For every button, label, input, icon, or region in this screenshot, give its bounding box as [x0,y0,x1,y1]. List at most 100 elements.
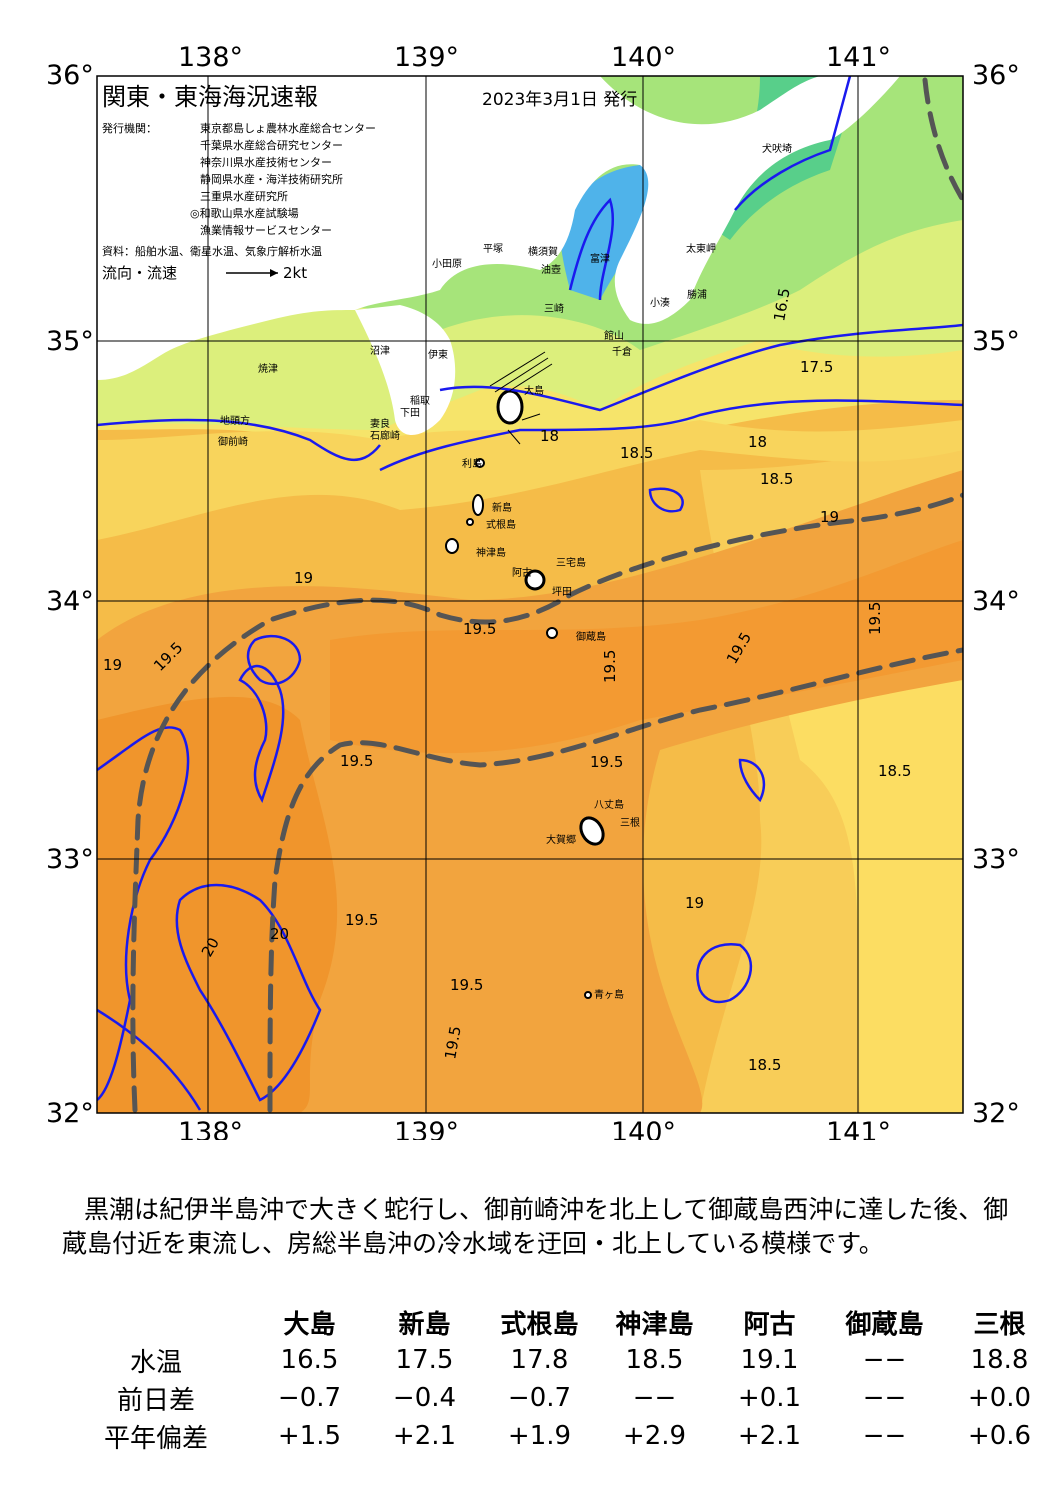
column-header: 御蔵島 [845,1309,924,1340]
place-label: 伊東 [428,348,448,361]
contour-20-loop [246,634,302,686]
island-miyakejima [524,569,546,591]
table-cell: +2.1 [737,1421,802,1451]
place-label: 御蔵島 [576,630,606,643]
island-temperature-table: 大島 新島 式根島 神津島 阿古 御蔵島 三根 水温 16.5 17.5 17.… [60,1303,1057,1455]
lon-label: 141° [826,42,891,73]
contour-label: 18.5 [748,1056,781,1074]
contour-label: 19.5 [463,620,496,638]
lat-label: 36° [972,60,1020,91]
table-cell: +1.9 [507,1421,572,1451]
place-label: 勝浦 [687,288,707,301]
lat-label: 36° [46,60,94,91]
place-label: 下田 [400,408,420,419]
place-label: 犬吠埼 [762,142,792,155]
contour-label: 19 [685,894,704,912]
band-16-bay [560,165,657,300]
contour-20-south [175,883,322,1102]
map-header: 関東・東海海況速報 2023年3月1日 発行 発行機関： 東京都島しょ農林水産総… [102,83,637,282]
row-label: 平年偏差 [103,1423,208,1454]
island-shikinejima [466,518,474,526]
place-label: 館山 [604,329,624,342]
kuroshio-axis-cold [922,77,963,203]
lon-label: 140° [611,42,676,73]
land-izu [355,305,456,435]
blue-contours [97,76,963,1111]
place-label: 新島 [492,501,512,514]
issuer-line: 千葉県水産総合研究センター [200,138,343,152]
contour-19-ne [648,487,684,513]
place-label: 油壺 [541,263,561,276]
band-18-east [770,590,963,1113]
contour-label: 20 [270,925,289,943]
flow-legend-label: 流向・流速 [102,264,177,282]
place-label: 石廊崎 [370,429,400,442]
lat-label: 33° [972,844,1020,875]
map-svg: 16.5 17.5 18 18 18.5 18.5 19 19 19 19 19… [46,42,1020,1148]
lon-label: 138° [178,42,243,73]
current-vectors [489,351,553,445]
contour-label: 16.5 [770,287,794,323]
table-cell: 19.1 [740,1345,799,1375]
lon-labels-top: 138° 139° 140° 141° [178,42,891,73]
table-cell: −− [862,1383,907,1413]
lat-label: 34° [972,586,1020,617]
contour-19-east [738,758,766,803]
land-north [97,76,900,380]
lon-labels-bottom: 138° 139° 140° 141° [178,1117,891,1148]
table-cell: +0.1 [737,1383,802,1413]
contour-label: 18 [540,427,559,445]
column-header: 神津島 [615,1309,694,1340]
column-header: 三根 [973,1309,1026,1340]
lat-labels-left: 36° 35° 34° 33° 32° [46,60,94,1129]
contour-19-south-east [696,942,752,1004]
place-label: 沼津 [370,344,390,357]
place-label: 大島 [524,384,544,397]
contour-label: 19.5 [340,752,373,770]
table-cell: +2.1 [392,1421,457,1451]
place-label: 焼津 [258,363,278,375]
place-label: 三宅島 [556,556,586,569]
place-label: 利島 [462,457,482,470]
contour-17-west [97,418,381,462]
place-label: 横須賀 [528,245,558,258]
place-label: 稲取 [410,395,430,407]
lat-labels-right: 36° 35° 34° 33° 32° [972,60,1020,1129]
place-label: 神津島 [476,546,506,559]
lon-label: 139° [394,1117,459,1140]
lat-label: 35° [46,326,94,357]
lat-label: 32° [46,1098,94,1129]
table-cell: −− [862,1345,907,1375]
kuroshio-axis [130,77,963,1113]
island-hachijojima [579,816,605,846]
contour-165-bay [568,197,615,301]
contour-label: 18.5 [620,444,653,462]
band-195-ribbon [330,540,963,754]
band-20-west [97,696,338,1113]
contour-label: 19.5 [601,650,619,683]
contour-20-west-b [238,664,285,803]
column-header: 大島 [283,1309,336,1340]
contour-label: 18 [748,433,767,451]
column-header: 新島 [398,1309,451,1340]
table-row: 水温 16.5 17.5 17.8 18.5 19.1 −− 18.8 [60,1341,1057,1379]
place-label: 八丈島 [594,798,624,811]
table-cell: +0.0 [967,1383,1032,1413]
row-label: 水温 [129,1347,182,1378]
contour-label: 18.5 [760,470,793,488]
place-label: 青ヶ島 [594,988,624,1001]
map-frame [96,75,964,1114]
table-cell: −0.7 [277,1383,342,1413]
lon-label: 140° [611,1117,676,1140]
issuer-line: 三重県水産研究所 [200,189,288,203]
graticule [97,76,963,1113]
issuer-line: 神奈川県水産技術センター [200,155,332,169]
row-label: 前日差 [116,1385,195,1416]
issuer-label: 発行機関： [102,121,157,135]
flow-scale-arrowhead [270,269,278,277]
place-label: 富津 [590,252,610,265]
contour-label: 19 [820,508,839,526]
contour-label: 18.5 [878,762,911,780]
contour-175-north [439,323,963,412]
contour-label: 19 [294,569,313,587]
